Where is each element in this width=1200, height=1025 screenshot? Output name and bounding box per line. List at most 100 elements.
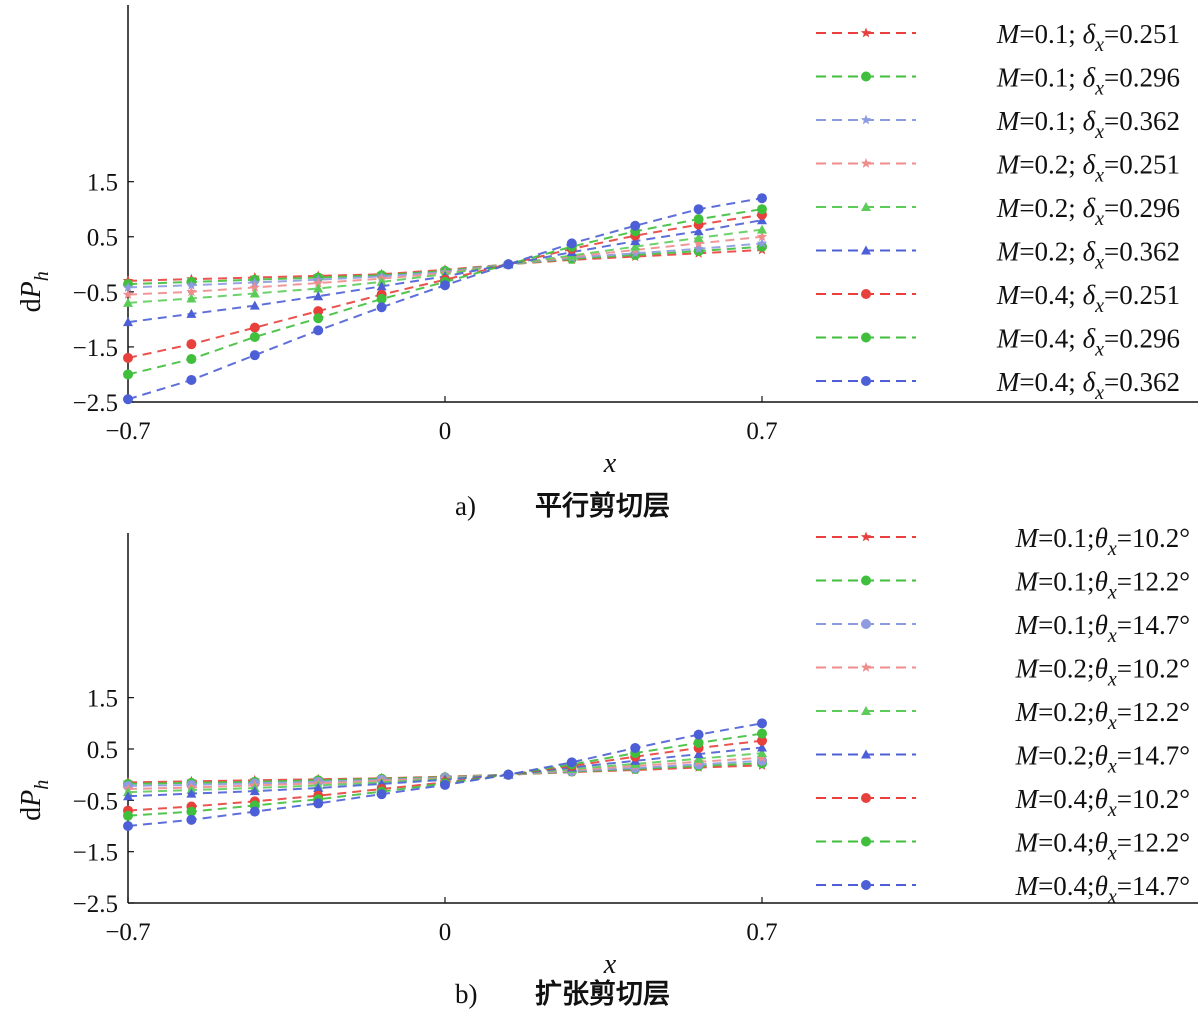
data-point — [249, 322, 260, 333]
y-axis-label: dPh — [16, 271, 53, 312]
legend-swatch-marker — [861, 749, 871, 759]
data-point — [123, 297, 133, 307]
data-point — [123, 352, 133, 363]
data-point — [313, 313, 324, 324]
data-point — [693, 749, 704, 759]
y-tick-label: −1.5 — [73, 335, 118, 362]
legend-label: M=0.4; δx=0.362 — [996, 367, 1180, 404]
data-point — [630, 241, 641, 251]
legend-entry: M=0.1;θx=12.2° — [816, 567, 1190, 604]
legend-label: M=0.1; δx=0.362 — [996, 106, 1180, 143]
legend-label: M=0.2; δx=0.251 — [996, 150, 1180, 187]
data-point — [503, 769, 514, 780]
legend-label: M=0.2;θx=14.7° — [1015, 741, 1190, 778]
legend-entry: M=0.4;θx=14.7° — [816, 871, 1190, 908]
data-point — [186, 788, 197, 798]
legend-entry: M=0.4; δx=0.251 — [816, 280, 1180, 317]
legend-entry: M=0.4;θx=10.2° — [816, 784, 1190, 821]
legend-label: M=0.4;θx=14.7° — [1015, 871, 1190, 908]
legend-entry: M=0.1; δx=0.362 — [816, 106, 1180, 143]
legend-entry: M=0.2; δx=0.296 — [816, 193, 1180, 230]
data-point — [756, 231, 768, 242]
series-9 — [123, 718, 767, 831]
y-tick-label: 1.5 — [87, 686, 118, 713]
data-point — [186, 308, 197, 318]
data-point — [756, 752, 768, 763]
data-point — [186, 279, 197, 290]
data-point — [757, 728, 767, 739]
data-point — [313, 798, 324, 809]
data-point — [376, 789, 387, 800]
data-point — [249, 786, 260, 796]
legend-entry: M=0.4; δx=0.296 — [816, 324, 1180, 361]
series-line — [127, 213, 763, 359]
legend-swatch-marker — [861, 289, 871, 299]
legend-swatch-marker — [861, 793, 871, 803]
x-tick-label: 0.7 — [746, 919, 777, 946]
legend-label: M=0.2; δx=0.296 — [996, 193, 1180, 230]
legend-swatch-marker — [861, 71, 871, 82]
legend-label: M=0.4;θx=10.2° — [1015, 784, 1190, 821]
data-point — [123, 369, 133, 380]
legend-swatch-marker — [861, 376, 871, 386]
legend-label: M=0.2;θx=10.2° — [1015, 654, 1190, 691]
legend-entry: M=0.4; δx=0.362 — [816, 367, 1180, 404]
data-point — [376, 302, 387, 313]
data-point — [123, 810, 133, 821]
data-point — [186, 286, 197, 297]
data-point — [630, 220, 641, 231]
legend-swatch-marker — [861, 202, 871, 211]
legend-swatch-marker — [860, 531, 872, 542]
data-point — [123, 317, 133, 327]
legend-label: M=0.1; δx=0.251 — [996, 19, 1180, 56]
x-tick-label: 0.7 — [746, 418, 777, 445]
data-point — [630, 247, 641, 258]
legend-swatch-marker — [860, 662, 872, 672]
legend-swatch-marker — [861, 575, 871, 586]
legend-entry: M=0.1;θx=10.2° — [816, 523, 1190, 560]
data-point — [249, 332, 260, 343]
data-point — [630, 236, 641, 246]
panel-caption-label: a) — [455, 491, 476, 521]
x-tick-label: −0.7 — [105, 418, 150, 445]
data-point — [123, 394, 133, 405]
legend-label: M=0.4; δx=0.251 — [996, 280, 1180, 317]
data-point — [693, 204, 704, 215]
data-point — [313, 291, 324, 301]
legend-label: M=0.1;θx=10.2° — [1015, 523, 1190, 560]
data-point — [249, 300, 260, 310]
legend-entry: M=0.2; δx=0.362 — [816, 237, 1180, 274]
x-tick-label: 0 — [439, 919, 452, 946]
y-tick-label: 0.5 — [87, 737, 118, 764]
y-tick-label: −0.5 — [73, 280, 118, 307]
legend-swatch-marker — [861, 880, 871, 890]
legend-label: M=0.1; δx=0.296 — [996, 63, 1180, 100]
panel-caption-title: 扩张剪切层 — [535, 978, 670, 1010]
legend-swatch-marker — [861, 836, 871, 847]
legend-label: M=0.1;θx=12.2° — [1015, 567, 1190, 604]
data-point — [249, 350, 260, 361]
legend-label: M=0.2; δx=0.362 — [996, 237, 1180, 274]
data-point — [186, 806, 197, 817]
data-point — [757, 224, 767, 234]
series-9 — [123, 193, 767, 405]
y-tick-label: −2.5 — [73, 390, 118, 417]
data-point — [757, 748, 767, 758]
legend-swatch-marker — [861, 245, 871, 255]
series-line — [127, 208, 763, 376]
data-point — [756, 237, 768, 248]
panel-caption-title: 平行剪切层 — [535, 490, 670, 522]
data-point — [313, 277, 324, 288]
data-point — [757, 735, 767, 746]
legend-label: M=0.1;θx=14.7° — [1015, 610, 1190, 647]
panel-a: 1.5 0.5 −0.5 −1.5 −2.5−0.7 0 0.7 x dPh M=0.1; δx=… — [16, 5, 1198, 522]
data-point — [122, 281, 134, 292]
y-axis-label: dPh — [16, 780, 53, 821]
legend-entry: M=0.2;θx=12.2° — [816, 697, 1190, 734]
data-point — [186, 339, 197, 350]
data-point — [440, 779, 450, 790]
data-point — [186, 814, 197, 825]
legend-swatch-marker — [861, 706, 871, 715]
legend-swatch-marker — [860, 27, 872, 38]
data-point — [186, 374, 197, 385]
